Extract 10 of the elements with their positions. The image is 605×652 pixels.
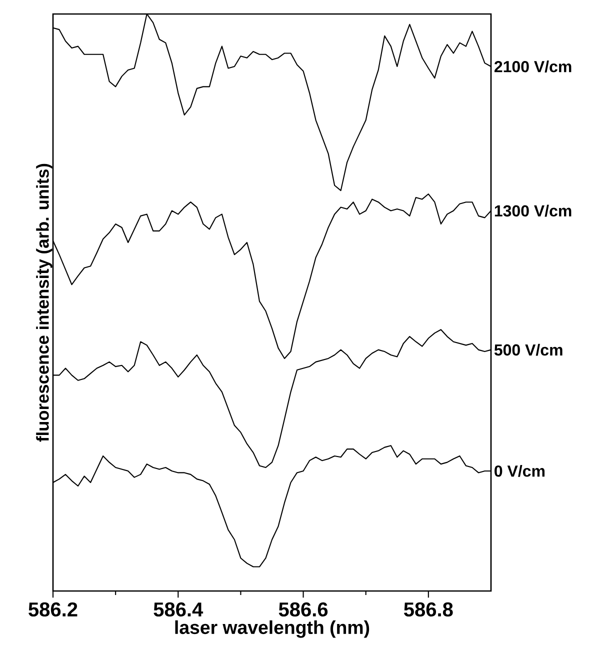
x-tick-label: 586.8 — [404, 602, 453, 617]
x-tick-label: 586.2 — [28, 602, 78, 617]
y-axis-title: fluorescence intensity (arb. units) — [36, 164, 52, 442]
series-label: 1300 V/cm — [494, 204, 572, 217]
x-axis-title: laser wavelength (nm) — [175, 620, 370, 638]
series-label: 0 V/cm — [494, 465, 545, 477]
series-label: 500 V/cm — [494, 344, 562, 356]
series-label: 2100 V/cm — [494, 60, 572, 72]
x-tick-label: 586.4 — [154, 602, 204, 617]
x-tick-label: 586.6 — [278, 602, 328, 617]
